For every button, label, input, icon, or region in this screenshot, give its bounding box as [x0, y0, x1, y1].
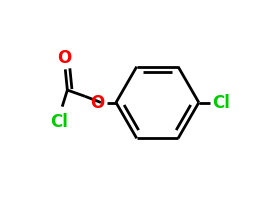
Text: O: O — [90, 94, 105, 112]
Text: Cl: Cl — [212, 94, 230, 112]
Text: O: O — [57, 49, 72, 67]
Text: Cl: Cl — [50, 112, 68, 130]
